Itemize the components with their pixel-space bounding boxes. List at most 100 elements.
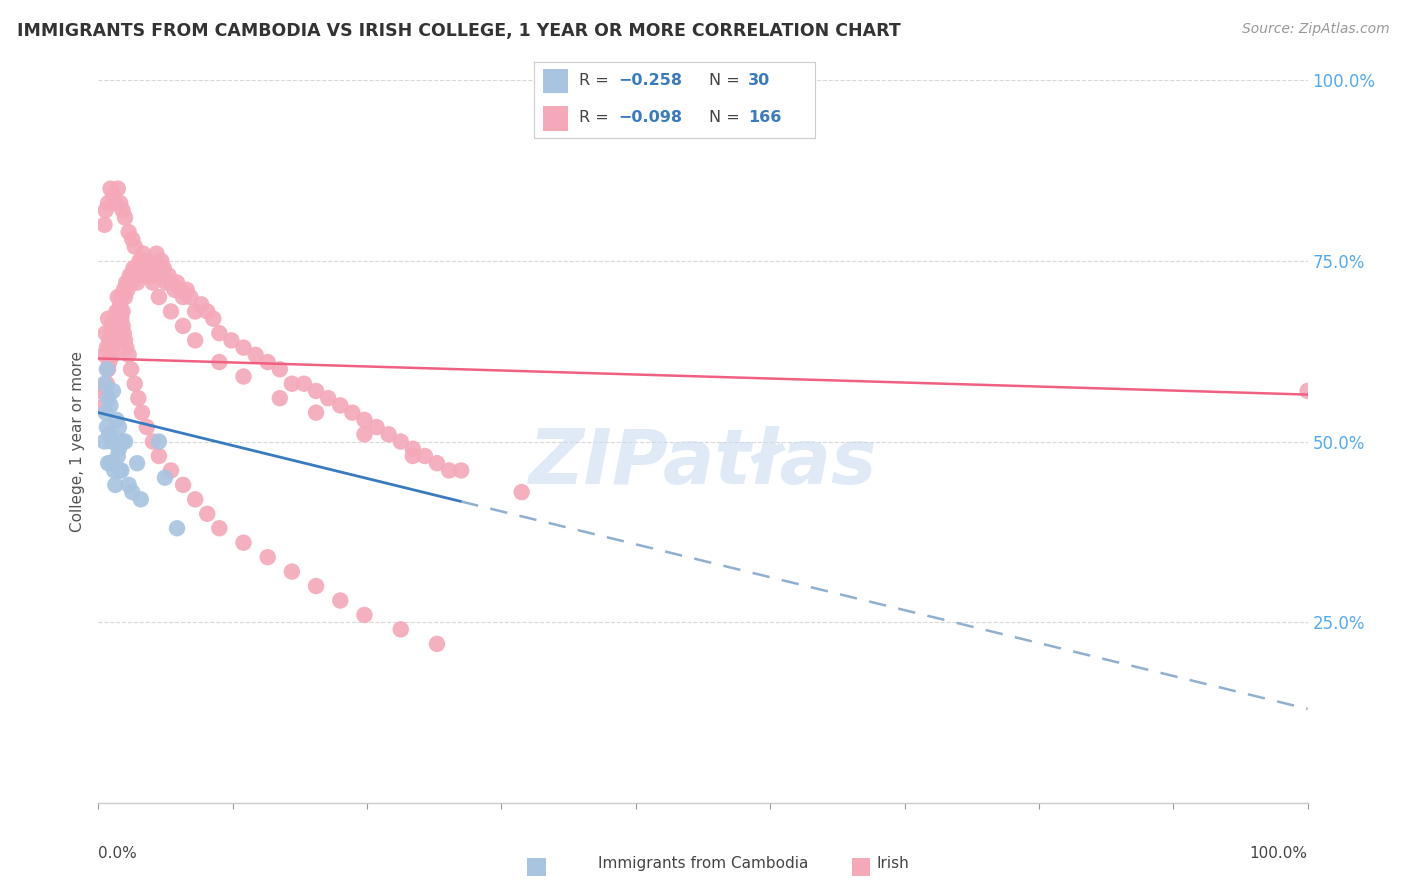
Text: N =: N = [709,110,745,125]
Point [127,276,149,290]
Point [124,239,146,253]
Point [135,268,157,283]
Point [115,276,138,290]
Text: 166: 166 [748,110,782,125]
Point [94,203,117,218]
Point [107,290,129,304]
Point [114,211,136,225]
Point [108,442,131,456]
Point [100,182,122,196]
Text: R =: R = [579,110,614,125]
Point [111,434,134,449]
Point [316,391,339,405]
Point [105,318,128,333]
Point [97,362,120,376]
Point [93,218,115,232]
Point [129,492,152,507]
Bar [543,106,568,130]
Point [100,398,122,412]
Point [148,434,170,449]
Point [100,434,122,449]
Point [305,406,328,420]
Point [127,456,149,470]
Point [129,253,152,268]
Point [132,246,155,260]
Text: N =: N = [709,73,745,88]
Point [125,261,148,276]
Point [127,391,149,405]
Point [108,304,131,318]
Point [166,276,188,290]
Point [118,225,141,239]
Point [176,283,198,297]
Point [100,341,122,355]
Point [110,290,132,304]
Point [107,449,129,463]
Point [148,449,170,463]
Point [115,341,138,355]
Point [281,376,304,391]
Point [120,276,142,290]
Point [101,456,124,470]
Point [329,398,352,412]
Point [135,268,157,283]
Point [148,268,170,283]
Point [184,492,207,507]
Point [107,311,129,326]
Point [93,348,115,362]
Point [129,261,152,276]
Point [157,268,180,283]
Point [377,427,399,442]
Point [143,268,166,283]
Point [100,456,122,470]
Text: Source: ZipAtlas.com: Source: ZipAtlas.com [1241,22,1389,37]
Point [108,304,131,318]
Point [353,607,375,622]
Point [138,261,160,276]
Point [148,290,170,304]
Point [124,268,146,283]
Point [121,232,143,246]
Point [329,593,352,607]
Point [184,304,207,318]
Point [93,398,115,412]
Point [104,318,127,333]
Text: −0.258: −0.258 [619,73,683,88]
Text: Irish: Irish [876,856,910,871]
Text: 30: 30 [748,73,770,88]
Point [96,420,118,434]
Point [105,326,128,340]
Text: IMMIGRANTS FROM CAMBODIA VS IRISH COLLEGE, 1 YEAR OR MORE CORRELATION CHART: IMMIGRANTS FROM CAMBODIA VS IRISH COLLEG… [17,22,901,40]
Point [163,283,186,297]
Point [172,478,194,492]
Point [402,449,425,463]
Point [101,348,124,362]
Point [269,362,291,376]
Point [104,318,127,333]
Point [142,434,165,449]
Point [269,391,291,405]
Point [353,413,375,427]
Point [152,261,174,276]
Point [292,376,315,391]
Point [110,463,132,477]
Text: Immigrants from Cambodia: Immigrants from Cambodia [598,856,808,871]
Point [153,470,176,484]
Point [172,290,194,304]
Point [103,311,125,326]
Point [131,253,153,268]
Point [131,406,153,420]
Point [114,334,136,348]
Point [155,276,177,290]
Point [184,334,207,348]
Point [134,253,156,268]
Point [169,283,191,297]
Point [389,434,412,449]
Point [112,326,135,340]
Point [208,355,231,369]
Point [118,348,141,362]
Point [426,637,449,651]
Point [135,420,157,434]
Point [160,463,183,477]
Text: ZIPatłas: ZIPatłas [529,426,877,500]
